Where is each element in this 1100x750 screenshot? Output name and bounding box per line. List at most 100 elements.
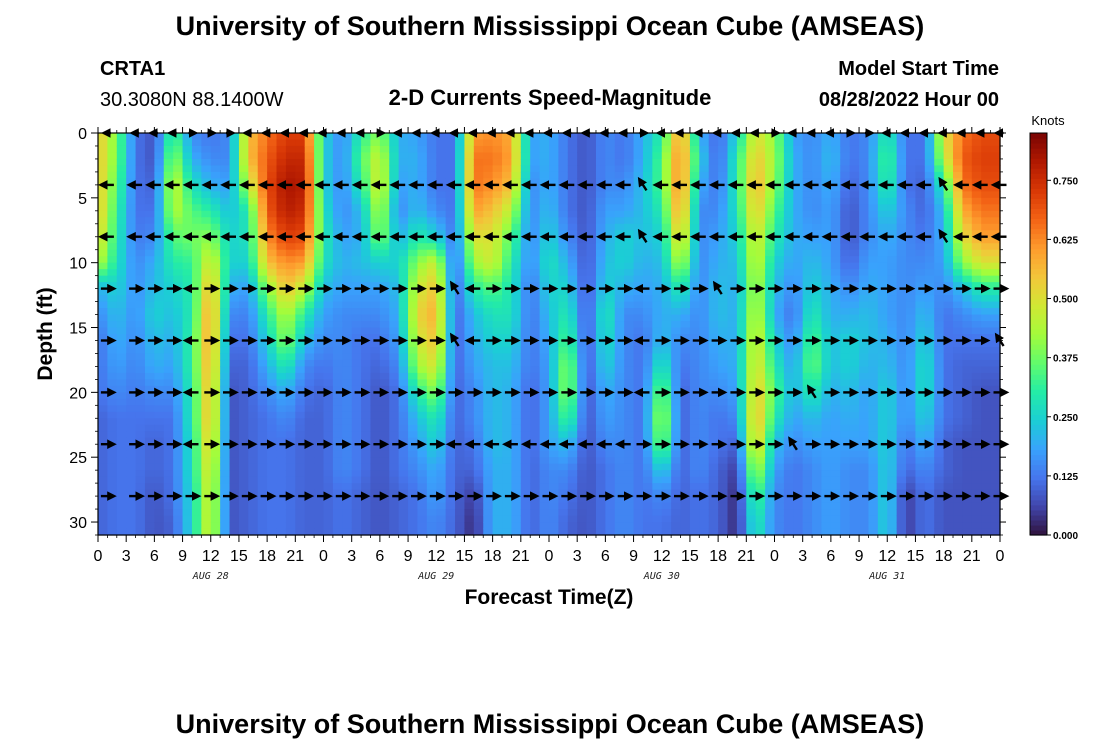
heatmap-cell: [126, 476, 137, 484]
heatmap-cell: [332, 411, 343, 419]
heatmap-cell: [220, 353, 231, 361]
heatmap-cell: [276, 483, 287, 491]
heatmap-cell: [502, 476, 513, 484]
heatmap-cell: [689, 385, 700, 393]
heatmap-cell: [624, 295, 635, 303]
heatmap-cell: [671, 496, 682, 504]
heatmap-cell: [426, 366, 437, 374]
heatmap-cell: [323, 476, 334, 484]
heatmap-cell: [699, 243, 710, 251]
heatmap-cell: [549, 152, 559, 160]
heatmap-cell: [361, 379, 372, 387]
heatmap-cell: [445, 418, 456, 426]
heatmap: [98, 133, 1001, 536]
heatmap-cell: [483, 385, 494, 393]
heatmap-cell: [746, 424, 757, 432]
heatmap-cell: [135, 275, 146, 283]
heatmap-cell: [295, 522, 306, 530]
heatmap-cell: [567, 457, 578, 465]
heatmap-cell: [267, 411, 278, 419]
heatmap-cell: [98, 340, 108, 348]
heatmap-cell: [633, 321, 644, 329]
heatmap-cell: [276, 522, 287, 530]
heatmap-cell: [530, 372, 541, 380]
heatmap-cell: [126, 334, 137, 342]
heatmap-cell: [276, 139, 287, 147]
heatmap-cell: [408, 392, 419, 400]
heatmap-cell: [163, 528, 174, 536]
heatmap-cell: [220, 457, 231, 465]
heatmap-cell: [530, 444, 541, 452]
heatmap-cell: [257, 450, 268, 458]
heatmap-cell: [389, 444, 400, 452]
heatmap-cell: [830, 346, 841, 355]
heatmap-cell: [473, 457, 484, 465]
heatmap-cell: [332, 483, 343, 491]
heatmap-cell: [229, 509, 240, 517]
heatmap-cell: [135, 483, 146, 491]
heatmap-cell: [126, 158, 137, 167]
heatmap-cell: [699, 171, 710, 179]
heatmap-cell: [445, 522, 456, 530]
heatmap-cell: [191, 275, 202, 283]
heatmap-cell: [257, 496, 268, 504]
heatmap-cell: [314, 359, 325, 368]
heatmap-cell: [699, 308, 710, 316]
heatmap-cell: [220, 496, 231, 504]
heatmap-cell: [624, 184, 635, 192]
heatmap-cell: [220, 424, 231, 432]
heatmap-cell: [595, 301, 606, 309]
heatmap-cell: [182, 158, 193, 167]
heatmap-cell: [642, 340, 653, 348]
heatmap-cell: [173, 418, 184, 426]
heatmap-cell: [267, 158, 278, 167]
heatmap-cell: [144, 444, 155, 452]
heatmap-cell: [257, 249, 268, 257]
heatmap-cell: [765, 282, 776, 290]
heatmap-cell: [567, 133, 578, 141]
heatmap-cell: [417, 165, 428, 173]
heatmap-cell: [718, 197, 729, 205]
heatmap-cell: [135, 243, 146, 251]
heatmap-cell: [558, 470, 569, 478]
heatmap-cell: [144, 223, 155, 231]
heatmap-cell: [229, 431, 240, 439]
heatmap-cell: [332, 470, 343, 478]
heatmap-cell: [295, 139, 306, 147]
heatmap-cell: [408, 301, 419, 309]
heatmap-cell: [285, 457, 296, 465]
heatmap-cell: [614, 282, 625, 290]
heatmap-cell: [633, 158, 644, 167]
heatmap-cell: [144, 171, 155, 179]
heatmap-cell: [727, 476, 738, 484]
heatmap-cell: [191, 327, 202, 335]
heatmap-cell: [238, 262, 249, 270]
heatmap-cell: [323, 217, 334, 225]
heatmap-cell: [614, 165, 625, 173]
heatmap-cell: [144, 217, 155, 225]
heatmap-cell: [821, 191, 832, 199]
heatmap-cell: [727, 450, 738, 458]
heatmap-cell: [652, 509, 663, 517]
heatmap-cell: [314, 282, 325, 290]
heatmap-cell: [727, 522, 738, 530]
heatmap-cell: [361, 411, 372, 419]
heatmap-cell: [238, 424, 249, 432]
heatmap-cell: [642, 210, 653, 218]
heatmap-cell: [511, 139, 522, 147]
heatmap-cell: [783, 334, 794, 342]
heatmap-cell: [445, 528, 456, 536]
heatmap-cell: [351, 145, 362, 154]
heatmap-cell: [379, 398, 390, 406]
heatmap-cell: [774, 515, 785, 523]
heatmap-cell: [689, 496, 700, 504]
heatmap-cell: [605, 528, 616, 536]
heatmap-cell: [605, 463, 616, 471]
heatmap-cell: [802, 411, 813, 419]
heatmap-cell: [98, 275, 108, 283]
heatmap-cell: [567, 528, 578, 536]
heatmap-cell: [220, 502, 231, 510]
heatmap-cell: [642, 262, 653, 270]
heatmap-cell: [342, 295, 353, 303]
heatmap-cell: [793, 509, 804, 517]
